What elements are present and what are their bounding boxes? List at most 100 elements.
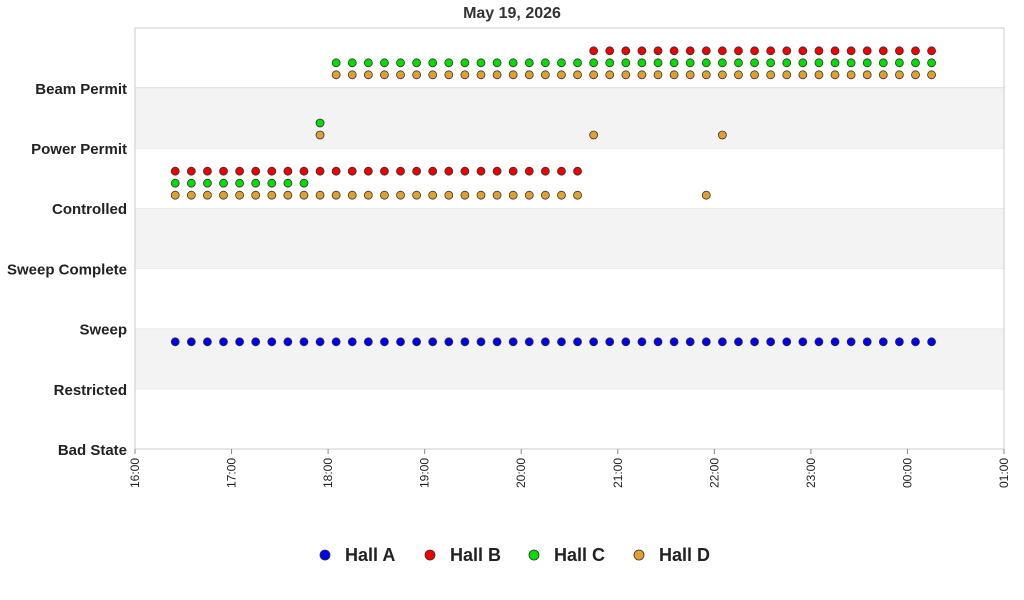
point-hall-a — [251, 337, 261, 347]
point-hall-c — [830, 58, 840, 68]
point-hall-d — [315, 190, 325, 200]
point-hall-b — [299, 166, 309, 176]
point-hall-c — [701, 58, 711, 68]
point-hall-b — [203, 166, 212, 176]
y-label-beam-permit: Beam Permit — [35, 81, 127, 98]
point-hall-c — [428, 58, 438, 68]
point-hall-b — [380, 166, 389, 176]
legend-label-hall-b: Hall B — [450, 545, 501, 565]
point-hall-a — [717, 337, 727, 347]
point-hall-d — [589, 130, 599, 140]
legend-marker-hall-d — [633, 549, 645, 561]
point-hall-c — [750, 58, 759, 68]
point-hall-c — [186, 178, 196, 188]
point-hall-d — [476, 190, 486, 200]
point-hall-d — [814, 70, 824, 80]
point-hall-c — [878, 58, 888, 68]
point-hall-d — [315, 130, 325, 140]
point-hall-a — [814, 337, 824, 347]
point-hall-b — [927, 46, 936, 56]
point-hall-a — [573, 337, 582, 347]
y-axis-labels: Bad State Restricted Sweep Sweep Complete Co… — [7, 81, 127, 459]
point-hall-a — [331, 337, 341, 347]
point-hall-a — [685, 337, 695, 347]
point-hall-a — [380, 337, 389, 347]
point-hall-b — [589, 46, 599, 56]
point-hall-c — [299, 178, 309, 188]
point-hall-d — [524, 190, 534, 200]
x-tick-label: 17:00 — [225, 458, 239, 488]
point-hall-c — [621, 58, 631, 68]
point-hall-d — [862, 70, 872, 80]
point-hall-a — [267, 337, 277, 347]
point-hall-b — [363, 166, 373, 176]
point-hall-c — [685, 58, 695, 68]
point-hall-d — [444, 190, 454, 200]
point-hall-b — [894, 46, 904, 56]
point-hall-b — [621, 46, 631, 56]
point-hall-b — [605, 46, 615, 56]
point-hall-c — [460, 58, 470, 68]
point-hall-c — [315, 118, 325, 128]
point-hall-d — [428, 190, 438, 200]
point-hall-d — [830, 70, 840, 80]
point-hall-d — [347, 190, 357, 200]
point-hall-d — [701, 190, 711, 200]
point-hall-d — [396, 190, 405, 200]
point-hall-c — [380, 58, 389, 68]
point-hall-b — [476, 166, 486, 176]
point-hall-d — [766, 70, 776, 80]
y-label-bad-state: Bad State — [58, 442, 127, 459]
point-hall-b — [911, 46, 920, 56]
point-hall-c — [170, 178, 180, 188]
point-hall-c — [363, 58, 373, 68]
point-hall-b — [460, 166, 470, 176]
point-hall-d — [894, 70, 904, 80]
point-hall-b — [830, 46, 840, 56]
point-hall-a — [476, 337, 486, 347]
point-hall-a — [911, 337, 920, 347]
point-hall-a — [637, 337, 647, 347]
point-hall-a — [444, 337, 454, 347]
data-points — [170, 46, 936, 347]
legend-label-hall-c: Hall C — [554, 545, 605, 565]
point-hall-d — [219, 190, 228, 200]
point-hall-c — [251, 178, 261, 188]
point-hall-a — [846, 337, 856, 347]
point-hall-b — [701, 46, 711, 56]
point-hall-d — [508, 190, 518, 200]
point-hall-b — [347, 166, 357, 176]
point-hall-d — [927, 70, 936, 80]
band-sweep-complete — [135, 268, 1004, 329]
point-hall-c — [862, 58, 872, 68]
point-hall-d — [444, 70, 454, 80]
point-hall-c — [396, 58, 405, 68]
point-hall-d — [717, 70, 727, 80]
band-sweep — [135, 328, 1004, 389]
point-hall-b — [428, 166, 438, 176]
point-hall-d — [557, 70, 566, 80]
point-hall-c — [669, 58, 679, 68]
point-hall-b — [396, 166, 405, 176]
point-hall-d — [557, 190, 566, 200]
point-hall-d — [170, 190, 180, 200]
point-hall-a — [782, 337, 792, 347]
point-hall-b — [685, 46, 695, 56]
point-hall-b — [524, 166, 534, 176]
point-hall-a — [508, 337, 518, 347]
point-hall-d — [685, 70, 695, 80]
point-hall-c — [766, 58, 776, 68]
point-hall-d — [573, 190, 582, 200]
point-hall-c — [476, 58, 486, 68]
point-hall-d — [363, 190, 373, 200]
point-hall-c — [412, 58, 422, 68]
point-hall-a — [653, 337, 663, 347]
band-beam-permit — [135, 87, 1004, 148]
point-hall-d — [492, 70, 502, 80]
point-hall-c — [846, 58, 856, 68]
point-hall-a — [557, 337, 566, 347]
point-hall-c — [203, 178, 212, 188]
point-hall-d — [911, 70, 920, 80]
legend-marker-hall-a — [319, 549, 331, 561]
point-hall-c — [444, 58, 454, 68]
